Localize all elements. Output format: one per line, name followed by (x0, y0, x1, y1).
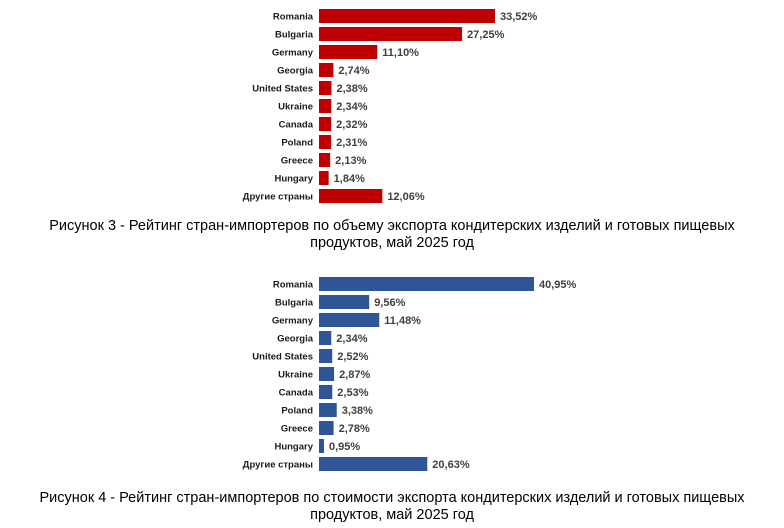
chart2-value-label: 2,87% (339, 369, 370, 381)
chart2-category-label: Greece (281, 424, 313, 435)
chart1-category-label: Bulgaria (275, 30, 314, 41)
chart2-bar (319, 457, 428, 471)
figure-3-caption-line-2: продуктов, май 2025 год (310, 235, 474, 251)
chart2-value-label: 2,52% (337, 351, 368, 363)
chart2-value-label: 3,38% (342, 405, 373, 417)
chart1-value-label: 33,52% (500, 11, 538, 23)
chart2-category-label: Ukraine (278, 370, 313, 381)
chart2-bar (319, 367, 335, 381)
chart2-bar (319, 349, 333, 363)
chart2-value-label: 2,34% (336, 333, 367, 345)
chart1-value-label: 2,31% (336, 137, 367, 149)
chart2-category-label: Georgia (277, 334, 314, 345)
chart1-value-label: 11,10% (382, 47, 419, 59)
figure-4-caption: Рисунок 4 - Рейтинг стран-импортеров по … (0, 490, 784, 524)
chart2-bar (319, 295, 370, 309)
chart1-bar (319, 117, 332, 131)
chart1-bar (319, 45, 378, 59)
chart2-bar (319, 439, 324, 453)
chart2-value-label: 9,56% (374, 297, 405, 309)
chart1-bar (319, 63, 334, 77)
chart1-value-label: 2,34% (336, 101, 367, 113)
chart1-value-label: 2,13% (335, 155, 366, 167)
chart2-value-label: 40,95% (539, 279, 577, 291)
chart2-value-label: 2,78% (339, 423, 370, 435)
chart1-category-label: Hungary (274, 174, 313, 185)
figure-4-caption-line-2: продуктов, май 2025 год (310, 507, 474, 523)
chart2-category-label: Poland (281, 406, 313, 417)
chart1-category-label: Ukraine (278, 102, 313, 113)
chart2-bar (319, 403, 337, 417)
chart1-category-label: United States (252, 84, 313, 95)
chart1-category-label: Georgia (277, 66, 314, 77)
chart1-value-label: 1,84% (334, 173, 365, 185)
chart2-category-label: Romania (273, 280, 314, 291)
chart2-category-label: Другие страны (243, 460, 313, 471)
chart2-bar (319, 277, 534, 291)
chart2-value-label: 11,48% (384, 315, 421, 327)
chart1-value-label: 2,38% (336, 83, 367, 95)
chart2-category-label: United States (252, 352, 313, 363)
figure-4-caption-line-1: Рисунок 4 - Рейтинг стран-импортеров по … (39, 490, 745, 506)
chart2-bar (319, 421, 334, 435)
chart1-category-label: Germany (272, 48, 314, 59)
chart1-bar (319, 99, 332, 113)
chart1-bar (319, 153, 331, 167)
chart1-value-label: 12,06% (387, 191, 425, 203)
figure-3-caption: Рисунок 3 - Рейтинг стран-импортеров по … (0, 218, 784, 252)
chart1-category-label: Poland (281, 138, 313, 149)
chart2-value-label: 2,53% (337, 387, 368, 399)
chart1-category-label: Canada (279, 120, 314, 131)
chart1-category-label: Romania (273, 12, 314, 23)
chart1-bar (319, 27, 463, 41)
chart1-bar (319, 135, 332, 149)
chart2-category-label: Bulgaria (275, 298, 314, 309)
chart-export-volume: Romania 33,52% Bulgaria 27,25% Germany 11,10%… (243, 9, 538, 203)
chart2-bar (319, 313, 380, 327)
chart2-category-label: Germany (272, 316, 314, 327)
chart1-bar (319, 81, 332, 95)
chart2-bar (319, 385, 333, 399)
chart2-category-label: Hungary (274, 442, 313, 453)
chart2-value-label: 20,63% (432, 459, 470, 471)
chart1-bar (319, 189, 383, 203)
figure-3-caption-line-1: Рисунок 3 - Рейтинг стран-импортеров по … (49, 218, 735, 234)
chart1-value-label: 2,74% (338, 65, 369, 77)
chart1-bar (319, 9, 495, 23)
chart1-bar (319, 171, 329, 185)
chart1-value-label: 2,32% (336, 119, 367, 131)
chart2-category-label: Canada (279, 388, 314, 399)
chart1-value-label: 27,25% (467, 29, 505, 41)
chart2-value-label: 0,95% (329, 441, 360, 453)
chart-export-value: Romania 40,95% Bulgaria 9,56% Germany 11,48% G… (243, 277, 577, 471)
chart1-category-label: Другие страны (243, 192, 313, 203)
chart2-bar (319, 331, 332, 345)
chart1-category-label: Greece (281, 156, 313, 167)
